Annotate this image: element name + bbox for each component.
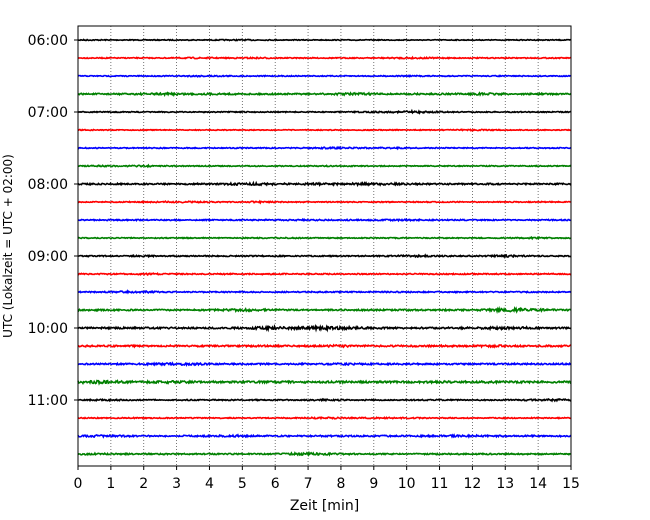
trace-line (77, 305, 572, 315)
x-tick-label: 5 (238, 476, 247, 492)
x-tick-label: 13 (496, 476, 514, 492)
trace-line (77, 91, 572, 98)
trace-line (77, 450, 572, 457)
x-tick-label: 8 (336, 476, 345, 492)
plot-frame (77, 25, 572, 467)
x-tick-label: 10 (398, 476, 416, 492)
x-tick-label: 9 (369, 476, 378, 492)
trace-line (77, 145, 572, 151)
y-tick-label: 10:00 (28, 321, 68, 337)
trace-line (77, 343, 572, 349)
x-tick-label: 11 (431, 476, 449, 492)
x-tick-label: 2 (139, 476, 148, 492)
y-axis-label: UTC (Lokalzeit = UTC + 02:00) (1, 154, 15, 338)
trace-line (77, 163, 572, 169)
trace-line (77, 235, 572, 241)
trace-line (77, 74, 572, 78)
y-tick-label: 09:00 (28, 249, 68, 265)
trace-line (77, 289, 572, 295)
x-tick-label: 3 (172, 476, 181, 492)
trace-line (77, 199, 572, 205)
x-tick-label: 7 (304, 476, 313, 492)
x-axis-ticks: 0 1 2 3 4 5 6 7 8 9 10 11 12 13 14 15 (74, 466, 580, 492)
trace-line (77, 323, 572, 333)
trace-line (77, 55, 572, 61)
y-tick-label: 07:00 (28, 105, 68, 121)
y-axis-ticks: 06:00 07:00 08:00 09:00 10:00 11:00 (28, 33, 78, 409)
trace-line (77, 253, 572, 260)
x-tick-label: 0 (74, 476, 83, 492)
trace-line (77, 379, 572, 386)
y-tick-label: 08:00 (28, 177, 68, 193)
x-tick-label: 14 (529, 476, 547, 492)
trace-line (77, 271, 572, 277)
trace-line (77, 433, 572, 439)
trace-line (77, 180, 572, 188)
trace-line (77, 217, 572, 223)
x-tick-label: 4 (205, 476, 214, 492)
trace-line (77, 361, 572, 368)
grid-lines (110, 26, 539, 466)
trace-line (77, 38, 572, 42)
x-tick-label: 1 (106, 476, 115, 492)
x-tick-label: 6 (271, 476, 280, 492)
trace-line (77, 397, 572, 403)
trace-line (77, 128, 572, 132)
x-axis-label: Zeit [min] (290, 498, 359, 514)
trace-group (77, 38, 572, 457)
x-tick-label: 15 (562, 476, 580, 492)
y-tick-label: 06:00 (28, 33, 68, 49)
x-tick-label: 12 (463, 476, 481, 492)
trace-line (77, 416, 572, 421)
trace-line (77, 108, 572, 115)
y-tick-label: 11:00 (28, 393, 68, 409)
